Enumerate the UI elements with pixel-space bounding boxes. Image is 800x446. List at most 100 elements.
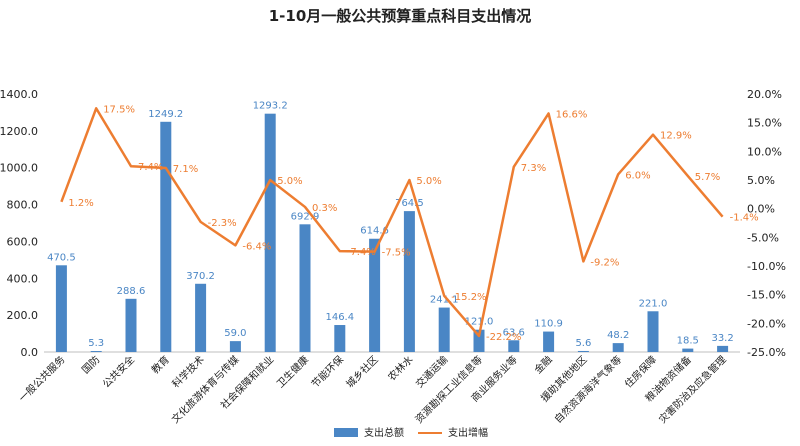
bar bbox=[612, 343, 624, 352]
legend-bar-label: 支出总额 bbox=[364, 426, 404, 439]
line-data-label: 5.7% bbox=[695, 172, 720, 183]
bar-data-label: 614.6 bbox=[360, 226, 389, 237]
bar-data-label: 1249.2 bbox=[148, 109, 183, 120]
category-label: 住房保障 bbox=[622, 353, 659, 390]
bar bbox=[682, 348, 694, 352]
category-label: 交通运输 bbox=[413, 353, 450, 390]
line-data-label: 1.2% bbox=[68, 198, 93, 209]
line-data-label: 5.0% bbox=[277, 176, 302, 187]
bar-data-label: 470.5 bbox=[47, 252, 76, 263]
right-axis-tick-label: -15.0% bbox=[747, 289, 786, 302]
category-label: 节能环保 bbox=[308, 353, 345, 390]
left-axis-tick-label: 0.0 bbox=[21, 346, 39, 359]
bar bbox=[647, 311, 659, 352]
bar bbox=[229, 341, 241, 352]
bar-data-label: 18.5 bbox=[677, 336, 699, 347]
bar-data-label: 221.0 bbox=[639, 298, 668, 309]
left-axis-tick-label: 800.0 bbox=[7, 199, 39, 212]
right-axis-tick-label: -25.0% bbox=[747, 346, 786, 359]
line-data-label: 16.6% bbox=[556, 109, 588, 120]
bar bbox=[473, 329, 485, 352]
right-axis-tick-label: 20.0% bbox=[747, 88, 782, 101]
category-label: 公共安全 bbox=[100, 353, 137, 390]
bar bbox=[160, 121, 172, 352]
category-label: 灾害防治及应急管理 bbox=[656, 353, 729, 426]
line-path bbox=[60, 107, 724, 338]
legend: 支出总额 支出增幅 bbox=[334, 426, 488, 439]
category-label: 卫生健康 bbox=[274, 353, 311, 390]
left-y-axis: 0.0 200.0 400.0 600.0 800.0 1000.0 1200.0 1400.… bbox=[0, 88, 38, 359]
bar bbox=[125, 298, 137, 352]
left-axis-tick-label: 1200.0 bbox=[0, 125, 38, 138]
line-data-label: -9.2% bbox=[590, 257, 619, 268]
bar-data-label: 59.0 bbox=[224, 328, 246, 339]
bar-data-label: 33.2 bbox=[711, 333, 733, 344]
category-label: 资源勘探工业信息等 bbox=[412, 353, 485, 426]
bar bbox=[299, 224, 311, 352]
line-data-label: -2.3% bbox=[208, 218, 237, 229]
left-axis-tick-label: 200.0 bbox=[7, 309, 39, 322]
bar bbox=[403, 211, 415, 352]
left-axis-tick-label: 1400.0 bbox=[0, 88, 38, 101]
category-label: 国防 bbox=[79, 353, 102, 376]
bar-data-label: 288.6 bbox=[117, 286, 146, 297]
bar bbox=[264, 113, 276, 352]
line-data-label: -7.4% bbox=[347, 247, 376, 258]
bar-data-label: 121.0 bbox=[465, 317, 494, 328]
left-axis-tick-label: 1000.0 bbox=[0, 162, 38, 175]
line-data-label: 6.0% bbox=[625, 170, 650, 181]
bar bbox=[90, 351, 102, 352]
right-axis-tick-label: 15.0% bbox=[747, 117, 782, 130]
category-label: 科学技术 bbox=[169, 353, 206, 390]
bar bbox=[508, 340, 520, 352]
bar bbox=[543, 331, 555, 352]
line-data-label: -1.4% bbox=[730, 213, 759, 224]
right-axis-tick-label: -20.0% bbox=[747, 317, 786, 330]
legend-line-label: 支出增幅 bbox=[448, 426, 488, 439]
bar-data-label: 5.6 bbox=[575, 338, 591, 349]
line-data-label: 7.4% bbox=[138, 162, 163, 173]
right-axis-tick-label: 0.0% bbox=[747, 203, 775, 216]
bar bbox=[195, 283, 207, 352]
line-data-label: -6.4% bbox=[242, 241, 271, 252]
category-label: 教育 bbox=[149, 353, 172, 376]
bar-data-label: 63.6 bbox=[503, 327, 525, 338]
category-label: 金融 bbox=[531, 353, 554, 376]
category-label: 城乡社区 bbox=[343, 353, 380, 390]
bar-data-label: 370.2 bbox=[186, 271, 215, 282]
category-label: 自然资源海洋气象等 bbox=[551, 353, 624, 426]
line-data-label: 17.5% bbox=[103, 104, 135, 115]
line-data-label: 7.3% bbox=[521, 163, 546, 174]
bar-data-label: 692.9 bbox=[291, 211, 320, 222]
line-data-label: 7.1% bbox=[173, 164, 198, 175]
bar-data-label: 110.9 bbox=[534, 319, 563, 330]
bar-data-labels: 470.5 5.3 288.6 1249.2 370.2 59.0 1293.2 692.9 1… bbox=[47, 101, 734, 349]
bar-data-label: 241.1 bbox=[430, 295, 459, 306]
line-data-label: -15.2% bbox=[451, 292, 486, 303]
bar bbox=[55, 265, 67, 352]
line-data-label: -7.5% bbox=[382, 248, 411, 259]
right-axis-tick-label: 10.0% bbox=[747, 145, 782, 158]
bar bbox=[334, 325, 346, 352]
bar-data-label: 1293.2 bbox=[253, 101, 288, 112]
line-data-label: -22.2% bbox=[486, 332, 521, 343]
bar bbox=[577, 350, 589, 352]
line-data-labels: 1.2% 17.5% 7.4% 7.1% -2.3% -6.4% 5.0% 0.3% -7.4%… bbox=[68, 104, 758, 343]
legend-bar-swatch bbox=[334, 428, 358, 437]
bar bbox=[717, 345, 729, 352]
category-label: 农林水 bbox=[385, 353, 415, 383]
line-data-label: 5.0% bbox=[416, 176, 441, 187]
line-data-label: 0.3% bbox=[312, 203, 337, 214]
right-axis-tick-label: -10.0% bbox=[747, 260, 786, 273]
right-axis-tick-label: 5.0% bbox=[747, 174, 775, 187]
right-axis-tick-label: -5.0% bbox=[747, 231, 779, 244]
chart-title: 1-10月一般公共预算重点科目支出情况 bbox=[269, 7, 532, 25]
bar-data-label: 5.3 bbox=[88, 338, 104, 349]
bar bbox=[369, 238, 381, 352]
line-data-label: 12.9% bbox=[660, 131, 692, 142]
bar bbox=[438, 307, 450, 352]
right-y-axis: -25.0% -20.0% -15.0% -10.0% -5.0% 0.0% 5.0% 10.… bbox=[747, 88, 786, 359]
line-series bbox=[60, 107, 724, 338]
